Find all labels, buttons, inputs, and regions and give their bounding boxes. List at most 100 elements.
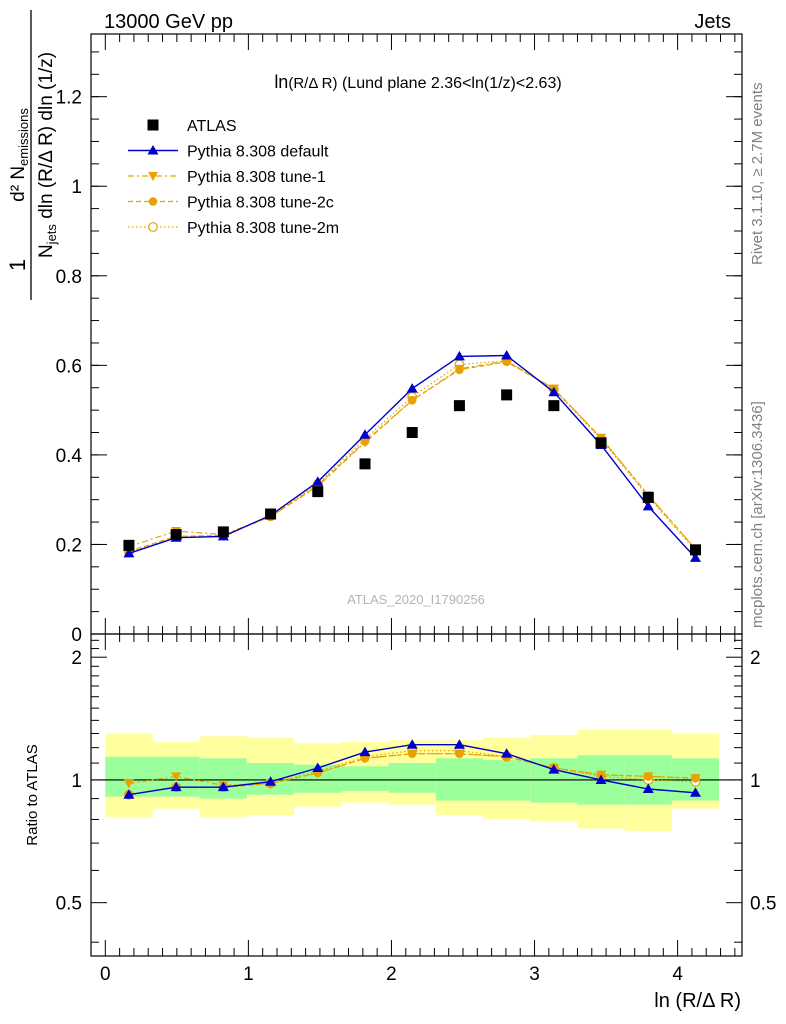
data-point-atlas-6 [406,427,418,439]
data-point-atlas-5 [359,458,371,470]
legend-label-tune1: Pythia 8.308 tune-1 [187,169,326,186]
plot-title-fn: ln [274,72,288,92]
data-point-atlas-0 [123,539,135,551]
ratio-point-default-10 [595,774,607,784]
main-ytick-label: 0.2 [56,535,82,556]
analysis-id: ATLAS_2020_I1790256 [347,592,485,607]
data-point-atlas-11 [642,491,654,503]
ylabel-numerator: d² Nemissions [8,108,31,202]
legend-marker-tune2c [148,197,158,206]
main-ytick-label: 0.8 [56,267,82,288]
process-label: Jets [694,11,731,33]
ylabel-denominator: Njets dln (R/Δ R) dln (1/z) [36,52,59,258]
ratio-point-default-11 [642,783,654,794]
legend: ATLAS Pythia 8.308 default Pythia 8.308 tu… [128,118,339,237]
legend-label-tune2c: Pythia 8.308 tune-2c [187,195,334,212]
ratio-point-tune1-7 [454,749,465,759]
main-point-tune1-7 [454,364,465,374]
ratio-ytick-label-right: 2 [750,648,761,669]
collision-label: 13000 GeV pp [104,11,233,33]
main-point-default-0 [123,547,135,558]
ratio-point-default-9 [548,764,560,774]
ratio-y-axis-label: Ratio to ATLAS [24,744,41,845]
ratio-series-group [123,739,701,800]
ratio-point-default-12 [690,787,701,797]
main-y-axis-label: 1 d² Nemissions Njets dln (R/Δ R) dln (1… [5,10,59,300]
x-axis-label: ln (R/Δ R) [654,990,741,1012]
ylabel-den-rest: dln (R/Δ R) dln (1/z) [36,52,57,224]
data-point-atlas-1 [170,529,182,541]
ylabel-den-main: N [36,244,57,258]
main-series-group [123,349,701,562]
legend-label-tune2m: Pythia 8.308 tune-2m [187,220,339,237]
ratio-point-default-2 [217,781,229,792]
main-ytick-label: 1.2 [56,88,82,109]
ylabel-den-sub: jets [44,224,59,246]
ratio-ytick-label-right: 0.5 [750,894,776,915]
ratio-ytick-label: 1 [71,771,82,792]
main-point-default-7 [453,350,465,361]
main-axes: 0 0.2 0.4 0.6 0.8 1 1.2 [56,33,743,646]
main-point-tune1-5 [359,438,370,448]
main-point-default-6 [406,383,418,393]
ratio-band-stat [341,766,389,791]
ratio-panel: 0.5 0.5 1 1 2 2 0 1 2 3 4 Ratio to ATLAS ln (R/Δ R… [24,633,776,1012]
ylabel-num-sub: emissions [16,108,31,166]
ratio-ytick-label: 0.5 [56,894,82,915]
ratio-point-tune1-1 [171,772,182,782]
plot-title-rest: (Lund plane 2.36<ln(1/z)<2.63) [338,75,562,92]
main-ytick-label: 0.6 [56,356,82,377]
ratio-point-default-7 [453,739,465,749]
ratio-point-tune1-6 [407,749,418,759]
ratio-point-tune1-11 [643,772,654,782]
legend-marker-atlas [147,119,159,131]
main-ytick-label: 1 [71,177,82,198]
ratio-band-stat [199,758,247,799]
plot-title-arg: (R/Δ R) [288,75,337,92]
main-point-default-11 [642,500,654,511]
data-point-atlas-3 [265,508,277,520]
data-point-atlas-10 [595,437,607,449]
ratio-point-default-4 [312,762,324,772]
ratio-xtick-label: 2 [386,964,397,985]
main-point-default-8 [501,349,513,360]
main-point-default-5 [359,429,371,439]
ylabel-num-main: d² N [8,166,29,202]
ratio-point-tune1-12 [690,774,701,784]
ratio-xtick-label: 0 [100,964,111,985]
ratio-xtick-label: 1 [243,964,254,985]
ratio-point-default-1 [170,781,182,792]
ratio-xtick-label: 3 [529,964,540,985]
mcplots-label: mcplots.cern.ch [arXiv:1306.3436] [749,401,766,628]
ratio-point-default-3 [265,776,277,786]
ratio-point-default-8 [501,748,513,758]
legend-marker-default [147,145,159,155]
main-point-tune1-6 [407,396,418,406]
ratio-point-default-5 [359,746,371,757]
data-point-atlas-8 [501,389,513,401]
ratio-axes: 0.5 0.5 1 1 2 2 0 1 2 3 4 [56,633,776,985]
main-panel: 0 0.2 0.4 0.6 0.8 1 1.2 ln(R/Δ R) (Lund plane … [5,10,743,646]
ratio-xtick-label: 4 [672,964,683,985]
ratio-point-default-0 [123,789,135,799]
plot-title: ln(R/Δ R) (Lund plane 2.36<ln(1/z)<2.63) [274,72,561,92]
main-point-default-9 [548,386,560,397]
ratio-ytick-label: 2 [71,648,82,669]
main-ytick-label: 0 [71,625,82,646]
main-point-default-12 [690,552,701,562]
ratio-point-default-6 [406,739,418,749]
data-point-atlas-2 [217,526,229,538]
data-point-atlas-7 [453,400,465,412]
data-point-atlas-4 [312,486,324,498]
rivet-label: Rivet 3.1.10, ≥ 2.7M events [749,83,766,266]
data-point-atlas-9 [548,400,560,412]
ratio-point-tune1-5 [359,754,370,764]
data-point-atlas-12 [690,544,701,556]
ylabel-one: 1 [5,259,30,271]
legend-label-default: Pythia 8.308 default [187,144,329,161]
ratio-band-stat [388,763,436,793]
main-point-default-4 [312,476,324,486]
legend-label-data: ATLAS [187,118,237,135]
ratio-ytick-label-right: 1 [750,771,761,792]
